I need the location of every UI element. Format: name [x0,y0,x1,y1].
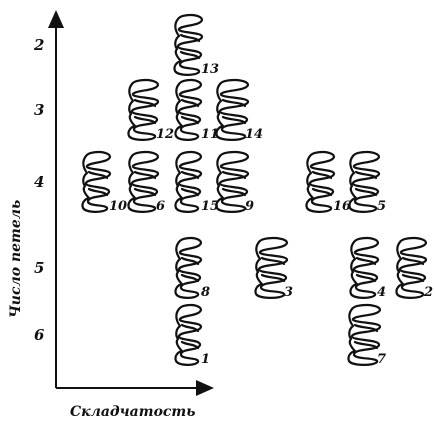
y-tick-5: 5 [34,259,44,277]
specimen-5: 5 [348,150,386,214]
specimen-16: 16 [305,150,351,214]
specimen-12: 12 [127,78,174,142]
specimen-outline [349,236,380,299]
specimen-13: 13 [173,13,219,77]
specimen-number: 5 [377,199,386,214]
specimen-number: 9 [245,199,254,214]
specimen-number: 14 [245,127,263,142]
specimen-outline [395,236,428,299]
specimen-6: 6 [127,150,165,214]
specimen-outline [215,78,250,141]
specimen-outline [127,150,160,213]
specimen-number: 11 [201,127,219,142]
specimen-outline [174,236,203,299]
y-tick-2: 2 [33,36,44,54]
specimen-4: 4 [349,236,386,300]
specimen-11: 11 [174,78,219,142]
specimen-2: 2 [395,236,433,300]
y-tick-3: 3 [34,101,44,119]
specimen-number: 2 [423,285,433,300]
y-axis-label: Число петель [8,200,24,318]
specimen-number: 13 [201,62,219,77]
specimen-outline [215,150,250,213]
specimen-3: 3 [254,236,293,300]
specimen-number: 1 [201,352,210,367]
y-tick-4: 4 [34,173,44,191]
specimen-number: 4 [377,285,386,300]
specimen-outline [173,13,204,76]
specimen-number: 15 [201,199,219,214]
specimen-outline [348,150,381,213]
x-axis-label: Складчатость [70,404,195,420]
specimen-number: 7 [377,352,386,367]
specimen-number: 16 [333,199,351,214]
specimen-9: 9 [215,150,254,214]
specimen-outline [254,236,289,299]
specimen-outline [127,78,160,141]
specimen-outline [174,78,203,141]
specimen-outline [305,150,336,213]
specimen-10: 10 [81,150,127,214]
specimen-number: 12 [156,127,174,142]
specimen-1: 1 [174,303,210,367]
specimen-outline [81,150,112,213]
specimen-outline [347,303,382,366]
specimen-14: 14 [215,78,263,142]
specimen-outline [174,303,203,366]
specimen-number: 8 [201,285,210,300]
specimen-number: 3 [284,285,293,300]
specimen-number: 10 [109,199,127,214]
specimen-8: 8 [174,236,210,300]
specimen-outline [174,150,203,213]
specimen-15: 15 [174,150,219,214]
y-tick-6: 6 [34,326,45,344]
specimen-7: 7 [347,303,386,367]
specimen-number: 6 [156,199,165,214]
